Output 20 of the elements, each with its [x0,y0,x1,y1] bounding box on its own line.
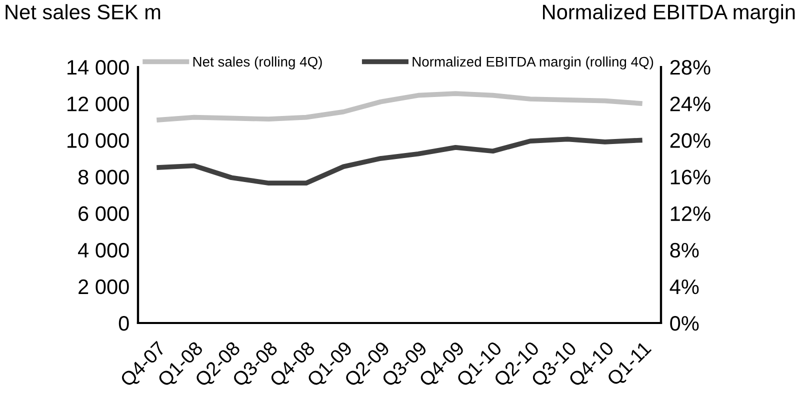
y2-tick-label: 20% [670,133,710,148]
y-tick-label: 8 000 [78,170,129,184]
y-axis-title: Net sales SEK m [6,4,160,20]
y2-tick-label: 24% [670,96,710,112]
y2-tick-label: 16% [670,170,710,184]
y-tick-label: 12 000 [68,96,129,112]
y-tick-label: 14 000 [68,60,129,75]
y2-tick-label: 12% [670,206,710,221]
y-tick-label: 6 000 [78,206,129,222]
y2-tick-label: 28% [670,60,710,75]
y-tick-label: 2 000 [78,279,129,294]
y2-tick-label: 0% [670,316,699,331]
y-tick-label: 4 000 [78,242,129,258]
y2-tick-label: 4% [670,280,699,294]
legend-label: Normalized EBITDA margin (rolling 4Q) [412,56,654,70]
y-tick-label: 10 000 [68,133,129,148]
legend-label: Net sales (rolling 4Q) [193,56,322,70]
y-tick-label: 0 [118,316,129,331]
y2-tick-label: 8% [670,242,699,258]
y2-axis-title: Normalized EBITDA margin [543,4,795,24]
